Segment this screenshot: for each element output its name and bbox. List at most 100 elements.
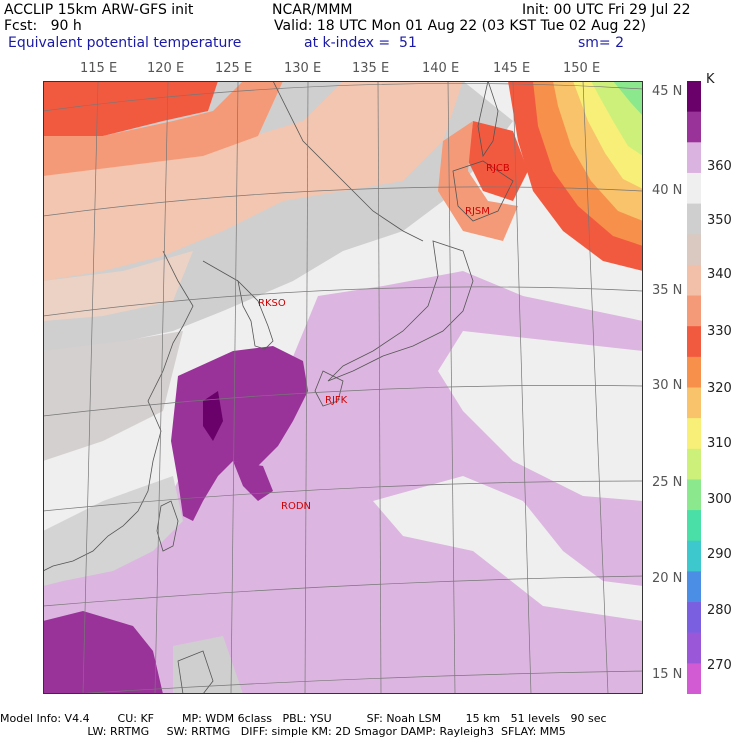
colorbar-cell (687, 356, 701, 388)
model-info-line2: LW: RRTMG SW: RRTMG DIFF: simple KM: 2D … (0, 725, 566, 738)
colorbar-tick: 280 (707, 603, 732, 618)
station-rjcb: RJCB (486, 163, 510, 174)
border-china-korea (202, 260, 239, 282)
colorbar-tick: 350 (707, 213, 732, 228)
smoothing-label: sm= 2 (578, 35, 625, 51)
meridian-145 (512, 81, 532, 694)
taiwan (156, 500, 179, 552)
lat-label: 30 N (652, 378, 683, 393)
colorbar-tick: 340 (707, 267, 732, 282)
lon-label: 150 E (563, 61, 601, 76)
institution-label: NCAR/MMM (272, 2, 353, 18)
colorbar-cell (687, 571, 701, 603)
meridian-130 (304, 81, 309, 694)
station-rkso: RKSO (258, 298, 286, 309)
theta-e-map: RJCB RJSM RKSO RJFK RODN (43, 81, 643, 694)
colorbar (687, 81, 701, 694)
level-label: at k-index = 51 (304, 35, 417, 51)
colorbar-tick: 290 (707, 547, 732, 562)
colorbar-cell (687, 479, 701, 511)
coastlines (43, 81, 514, 694)
meridian-140 (447, 81, 456, 694)
station-rjsm: RJSM (465, 206, 490, 217)
colorbar-unit: K (706, 72, 715, 87)
field-purple-dark (203, 391, 223, 441)
colorbar-tick: 310 (707, 436, 732, 451)
sakhalin (477, 81, 499, 158)
colorbar-cell (687, 295, 701, 327)
kyushu (314, 370, 344, 407)
colorbar-cell (687, 264, 701, 297)
colorbar-tick: 270 (707, 658, 732, 673)
colorbar-cell (687, 81, 701, 113)
japan-honshu (327, 240, 474, 382)
lon-label: 130 E (284, 61, 322, 76)
lon-label: 125 E (215, 61, 253, 76)
lat-label: 20 N (652, 571, 683, 586)
field-purple-sw (43, 611, 163, 694)
japan-hokkaido (452, 160, 514, 222)
korea-coast (237, 279, 274, 350)
colorbar-tick: 360 (707, 159, 732, 174)
lon-label: 135 E (352, 61, 390, 76)
colorbar-cell (687, 663, 701, 694)
colorbar-cell (687, 142, 701, 174)
colorbar-cell (687, 326, 701, 358)
colorbar-cell (687, 632, 701, 664)
colorbar-tick: 330 (707, 324, 732, 339)
station-rjfk: RJFK (325, 395, 348, 406)
parallel-30 (43, 385, 643, 417)
station-rodn: RODN (281, 501, 311, 512)
field-purple-streak (233, 461, 273, 501)
station-layer: RJCB RJSM RKSO RJFK RODN (258, 163, 510, 512)
colorbar-cell (687, 418, 701, 450)
lat-label: 25 N (652, 475, 683, 490)
colorbar-cell (687, 203, 701, 235)
colorbar-cell (687, 448, 701, 480)
colorbar-cell (687, 234, 701, 266)
graticule (43, 81, 643, 694)
field-tan-2 (43, 251, 193, 321)
colorbar-cell (687, 602, 701, 634)
colorbar-cell (687, 387, 701, 419)
field-white-band-2 (373, 476, 643, 621)
luzon (177, 650, 214, 694)
parallel-25 (43, 480, 643, 512)
colorbar-cell (687, 172, 701, 205)
field-red-nw (43, 81, 218, 136)
colorbar-tick: 300 (707, 492, 732, 507)
parallel-35 (43, 286, 643, 317)
colorbar-tick: 320 (707, 381, 732, 396)
band-mint (613, 81, 643, 116)
map-frame (43, 81, 643, 694)
lat-label: 35 N (652, 283, 683, 298)
lon-label: 115 E (80, 61, 118, 76)
parallel-45 (43, 83, 643, 112)
meridian-135 (377, 81, 382, 694)
model-title: ACCLIP 15km ARW-GFS init (4, 2, 194, 18)
init-time: Init: 00 UTC Fri 29 Jul 22 (522, 2, 691, 18)
russia-coast (272, 81, 424, 242)
lat-label: 45 N (652, 84, 683, 99)
lat-label: 40 N (652, 183, 683, 198)
valid-time: Valid: 18 UTC Mon 01 Aug 22 (03 KST Tue … (274, 18, 647, 34)
colorbar-cell (687, 540, 701, 572)
lat-label: 15 N (652, 667, 683, 682)
lon-label: 140 E (422, 61, 460, 76)
meridian-120 (154, 81, 169, 694)
colorbar-cell (687, 510, 701, 542)
meridian-125 (230, 81, 239, 694)
meridian-115 (82, 81, 99, 694)
parallel-20 (43, 575, 643, 607)
lon-label: 145 E (493, 61, 531, 76)
parallel-40 (43, 186, 643, 217)
colorbar-cell (687, 111, 701, 143)
parallel-15 (68, 670, 643, 694)
lon-label: 120 E (147, 61, 185, 76)
meridian-150 (582, 81, 609, 694)
forecast-hour: Fcst: 90 h (4, 18, 82, 34)
field-orange-nw (43, 81, 283, 176)
field-white-band (438, 331, 643, 501)
model-info-line1: Model Info: V4.4 CU: KF MP: WDM 6class P… (0, 712, 607, 725)
field-name: Equivalent potential temperature (8, 35, 242, 51)
